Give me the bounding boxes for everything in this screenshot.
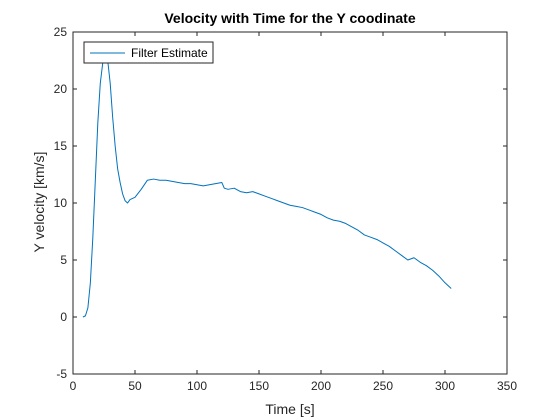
plot-frame xyxy=(72,31,508,375)
legend-box xyxy=(83,41,214,64)
x-tick-label: 200 xyxy=(311,379,331,393)
x-tick-label: 300 xyxy=(435,379,455,393)
x-axis-label: Time [s] xyxy=(265,401,314,417)
y-tick-label: 20 xyxy=(54,82,68,96)
legend: Filter Estimate xyxy=(83,41,214,64)
y-tick-label: -5 xyxy=(56,367,67,381)
x-tick-label: 150 xyxy=(249,379,269,393)
y-tick-label: 0 xyxy=(60,310,67,324)
series-line-filter-estimate xyxy=(82,56,452,318)
x-tick-label: 250 xyxy=(373,379,393,393)
y-tick-label: 5 xyxy=(60,253,67,267)
x-tick-label: 350 xyxy=(497,379,517,393)
x-tick-label: 0 xyxy=(70,379,77,393)
chart-title: Velocity with Time for the Y coodinate xyxy=(164,10,415,26)
x-tick-label: 50 xyxy=(128,379,142,393)
y-tick-label: 15 xyxy=(54,139,68,153)
x-tick-label: 100 xyxy=(187,379,207,393)
legend-entry-filter-estimate: Filter Estimate xyxy=(131,46,208,60)
y-tick-label: 25 xyxy=(54,25,68,39)
y-axis-label: Y velocity [km/s] xyxy=(31,152,47,253)
y-tick-label: 10 xyxy=(54,196,68,210)
